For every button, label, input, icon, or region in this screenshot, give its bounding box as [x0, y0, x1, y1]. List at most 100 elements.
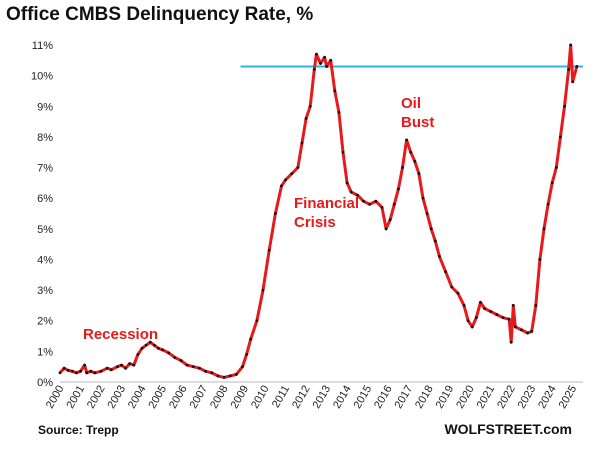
x-tick-label: 2012	[290, 384, 313, 411]
series-point	[204, 369, 208, 373]
series-point	[323, 55, 326, 59]
series-point	[345, 181, 349, 185]
y-tick-layer: 0% 1% 2% 3% 4% 5% 6% 7% 8% 9% 10% 11%	[31, 40, 583, 389]
series-point	[185, 363, 189, 367]
series-point	[241, 365, 244, 369]
series-point	[489, 310, 493, 313]
annotation-recession: Recession	[83, 326, 158, 343]
series-point	[210, 371, 214, 375]
series-point	[83, 363, 87, 367]
series-point	[337, 111, 341, 114]
series-point	[58, 371, 62, 375]
series-point	[479, 300, 482, 304]
series-point	[290, 172, 294, 176]
series-point	[124, 366, 128, 370]
series-point	[421, 196, 425, 200]
x-tick-label: 2013	[311, 384, 334, 411]
series-line	[58, 43, 579, 379]
series-point	[388, 218, 392, 222]
x-tick-label: 2017	[393, 384, 416, 411]
series-point	[116, 365, 119, 369]
series-point	[450, 285, 454, 289]
series-point	[470, 325, 474, 329]
y-tick-label: 3%	[37, 285, 53, 297]
series-point	[304, 117, 308, 120]
series-point	[456, 291, 460, 295]
series-point	[466, 319, 470, 323]
series-point	[79, 369, 82, 373]
x-tick-layer: 2000200120022003200420052006200720082009…	[44, 384, 579, 411]
series-point	[280, 184, 283, 188]
series-point	[513, 325, 517, 329]
series-point	[75, 371, 78, 375]
x-tick-label: 2008	[208, 384, 231, 411]
x-tick-label: 2003	[105, 384, 128, 411]
series-point	[89, 369, 93, 373]
series-point	[157, 346, 160, 350]
x-tick-label: 2022	[495, 384, 518, 411]
y-tick-label: 0%	[37, 377, 53, 389]
series-point	[329, 58, 333, 62]
y-tick-label: 6%	[37, 193, 53, 205]
series-point	[417, 172, 421, 176]
brand-label: WOLFSTREET.com	[444, 421, 572, 437]
series-point	[167, 351, 171, 355]
x-tick-label: 2010	[249, 384, 272, 411]
series-point	[567, 68, 571, 71]
annotation-financial-line1: Financial	[294, 195, 359, 212]
x-tick-label: 2016	[372, 384, 395, 411]
series-point	[62, 366, 66, 370]
series-point	[261, 288, 265, 292]
x-tick-label: 2023	[516, 384, 539, 411]
x-tick-label: 2024	[536, 384, 559, 411]
series-point	[161, 348, 164, 352]
y-tick-label: 1%	[37, 346, 53, 358]
x-tick-label: 2015	[352, 384, 375, 411]
series-point	[429, 227, 433, 231]
series-point	[245, 353, 249, 356]
x-tick-label: 2009	[229, 384, 252, 411]
series-point	[66, 368, 70, 372]
series-point	[483, 307, 486, 310]
series-point	[550, 181, 554, 185]
series-point	[319, 61, 322, 65]
series-point	[526, 331, 530, 335]
series-point	[179, 359, 183, 362]
x-tick-label: 2025	[557, 384, 580, 411]
series-point	[349, 190, 353, 194]
series-point	[296, 166, 300, 169]
series-point	[507, 317, 511, 321]
series-point	[569, 43, 573, 47]
series-point	[384, 227, 388, 231]
x-tick-label: 2014	[331, 384, 354, 411]
series-point	[300, 141, 304, 145]
x-tick-label: 2006	[167, 384, 190, 411]
y-tick-label: 9%	[37, 101, 53, 113]
series-point	[534, 304, 538, 307]
annotation-oil-bust: Oil Bust	[401, 95, 434, 131]
series-point	[563, 104, 566, 108]
x-tick-label: 2001	[64, 384, 87, 411]
series-point	[128, 362, 132, 366]
series-point	[571, 80, 575, 84]
y-tick-label: 7%	[37, 163, 53, 175]
series-point	[559, 135, 562, 139]
series-point	[355, 193, 359, 197]
y-tick-label: 5%	[37, 224, 53, 236]
series-point	[575, 65, 579, 68]
x-tick-label: 2011	[270, 384, 292, 410]
series-point	[284, 178, 288, 182]
series-point	[520, 328, 523, 332]
x-tick-label: 2004	[126, 384, 149, 411]
series-point	[362, 199, 365, 203]
series-points	[58, 43, 579, 379]
series-point	[509, 340, 513, 344]
series-point	[538, 258, 542, 261]
series-point	[368, 202, 372, 206]
x-tick-label: 2007	[188, 384, 211, 411]
series-point	[542, 227, 546, 231]
series-point	[374, 199, 378, 203]
series-point	[216, 374, 220, 378]
series-point	[438, 254, 441, 258]
